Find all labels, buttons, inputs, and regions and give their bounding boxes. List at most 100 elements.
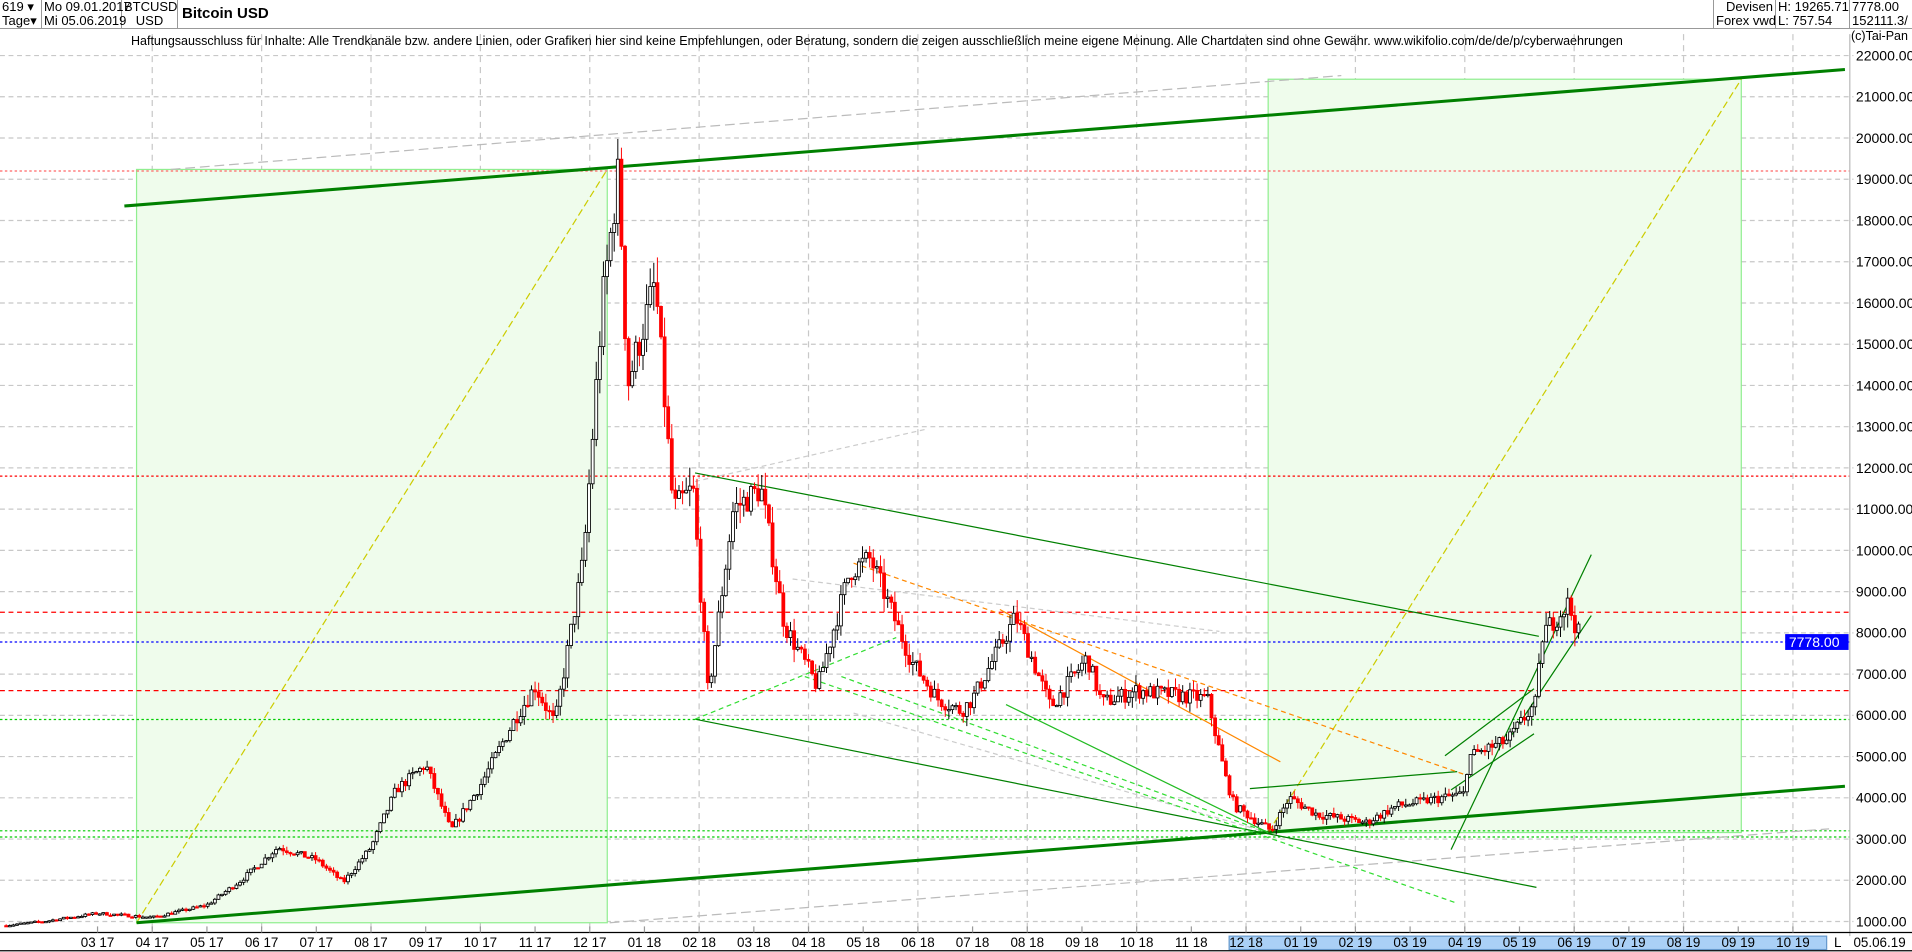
- candle-down: [1036, 672, 1041, 677]
- fan-line-5: [1249, 770, 1458, 790]
- candle-up: [1180, 691, 1185, 703]
- candle-down: [1522, 717, 1527, 721]
- candle-down: [1047, 688, 1052, 700]
- candle-down: [1321, 816, 1325, 820]
- candle-down: [673, 489, 678, 499]
- candle-down: [1249, 817, 1253, 820]
- candle-down: [662, 336, 667, 408]
- candle-up: [475, 794, 480, 797]
- candle-up: [1454, 792, 1459, 796]
- candle-down: [1026, 633, 1030, 658]
- candle-up: [1407, 804, 1412, 807]
- candle-down: [655, 282, 660, 307]
- candle-up: [364, 850, 368, 860]
- candle-up: [1238, 805, 1243, 813]
- candle-up: [972, 692, 976, 709]
- candle-up: [864, 552, 868, 559]
- candle-down: [1436, 795, 1441, 804]
- date-to[interactable]: Mi 05.06.2019: [44, 13, 127, 28]
- fan-line-1: [694, 636, 897, 720]
- candle-up: [22, 922, 27, 925]
- candle-up: [1058, 692, 1063, 706]
- date-from[interactable]: Mo 09.01.2017: [44, 0, 131, 14]
- candle-up: [1375, 814, 1379, 822]
- candle-down: [256, 867, 260, 870]
- candle-up: [191, 906, 196, 910]
- x-tick-label: 10 17: [464, 935, 498, 950]
- candle-down: [785, 625, 789, 638]
- candle-up: [1303, 806, 1307, 809]
- candle-down: [1357, 818, 1361, 824]
- candle-up: [856, 561, 861, 578]
- candle-down: [464, 808, 469, 811]
- candle-up: [641, 338, 645, 356]
- period-select[interactable]: Tage: [2, 13, 31, 28]
- candle-up: [407, 773, 412, 787]
- candle-up: [1119, 688, 1124, 697]
- candle-up: [1328, 813, 1333, 816]
- candle-down: [123, 913, 127, 916]
- candle-down: [436, 788, 440, 795]
- x-axis-end-date: 05.06.19: [1853, 935, 1905, 950]
- x-axis-range-highlight[interactable]: [1228, 935, 1828, 951]
- candle-up: [1008, 624, 1012, 642]
- x-tick-label: 02 18: [682, 935, 716, 950]
- candle-up: [1443, 793, 1448, 798]
- exchange-box: Devisen Forex vwd: [1714, 0, 1776, 28]
- candle-down: [1263, 822, 1268, 825]
- candle-down: [756, 488, 761, 502]
- candle-down: [1418, 797, 1423, 800]
- candle-up: [245, 872, 250, 881]
- candle-down: [1501, 737, 1505, 745]
- bars-selector[interactable]: 619 ▾ Tage▾: [0, 0, 42, 28]
- candle-down: [1159, 685, 1164, 689]
- x-tick-label: 12 17: [573, 935, 607, 950]
- candle-down: [1018, 622, 1023, 626]
- candle-up: [1076, 669, 1081, 673]
- candle-up: [176, 909, 181, 913]
- candle-up: [1105, 694, 1110, 698]
- candle-up: [687, 485, 692, 491]
- candle-up: [1155, 685, 1160, 699]
- candle-up: [500, 741, 505, 747]
- candle-up: [597, 346, 602, 380]
- diagonal-right: [1267, 78, 1742, 833]
- candle-down: [1572, 615, 1577, 634]
- candle-up: [954, 705, 958, 708]
- candle-down: [1209, 693, 1214, 719]
- candle-up: [1540, 641, 1545, 664]
- candle-up: [731, 511, 735, 543]
- x-tick-label: 05 19: [1503, 935, 1537, 950]
- candle-up: [266, 857, 271, 860]
- candle-up: [367, 849, 372, 852]
- candle-down: [1231, 794, 1235, 798]
- candle-up: [630, 371, 635, 387]
- y-tick-label: 17000.00: [1856, 254, 1912, 270]
- candle-down: [1227, 775, 1232, 796]
- candle-down: [1252, 817, 1257, 825]
- candle-up: [1335, 814, 1340, 818]
- candle-down: [626, 338, 631, 387]
- low-value: L: 757.54: [1778, 13, 1833, 28]
- exchange-name: Devisen: [1726, 0, 1773, 14]
- copyright: (c)Tai-Pan: [1851, 29, 1908, 43]
- candle-up: [1130, 691, 1135, 698]
- candle-up: [414, 771, 419, 774]
- candle-down: [1551, 617, 1556, 631]
- candle-up: [1529, 706, 1534, 717]
- candle-down: [698, 538, 703, 603]
- y-tick-label: 2000.00: [1856, 872, 1907, 888]
- candle-down: [1400, 801, 1405, 806]
- candle-down: [457, 818, 462, 822]
- candle-down: [1447, 793, 1451, 796]
- candle-up: [400, 780, 404, 793]
- candle-up: [274, 849, 278, 855]
- candle-down: [335, 871, 340, 878]
- candle-down: [680, 490, 685, 494]
- candle-down: [939, 699, 944, 708]
- date-range[interactable]: Mo 09.01.2017 Mi 05.06.2019: [42, 0, 131, 28]
- candle-down: [1331, 813, 1336, 818]
- candle-up: [97, 913, 102, 916]
- candle-up: [1116, 695, 1120, 703]
